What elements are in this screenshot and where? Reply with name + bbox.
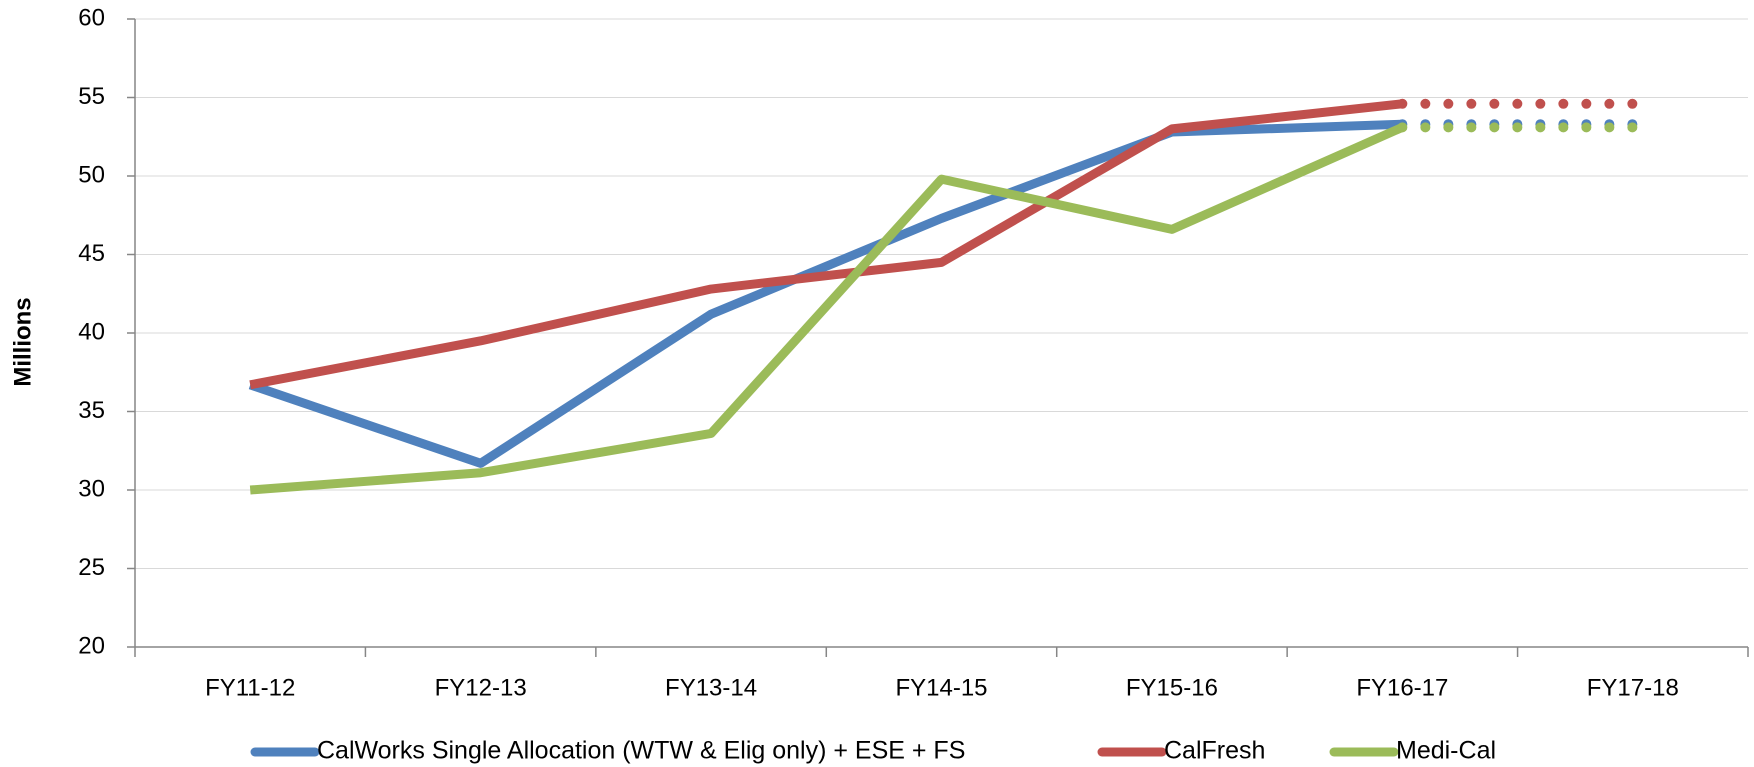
y-tick-label: 35	[78, 397, 105, 424]
legend-label: CalFresh	[1164, 737, 1265, 765]
x-tick-label: FY17-18	[1587, 674, 1679, 701]
x-tick-label: FY13-14	[665, 674, 757, 701]
y-tick-label: 40	[78, 318, 105, 345]
series-line	[248, 119, 1403, 468]
y-tick-label: 45	[78, 240, 105, 267]
y-tick-label: 50	[78, 161, 105, 188]
y-axis-label: Millions	[9, 297, 36, 386]
legend-label: CalWorks Single Allocation (WTW & Elig o…	[317, 737, 965, 765]
y-tick-label: 20	[78, 632, 105, 659]
y-tick-label: 30	[78, 475, 105, 502]
x-tick-label: FY11-12	[205, 674, 295, 701]
y-tick-label: 55	[78, 83, 105, 110]
x-tick-label: FY15-16	[1126, 674, 1218, 701]
legend-label: Medi-Cal	[1396, 737, 1496, 765]
y-tick-label: 60	[78, 4, 105, 31]
x-tick-label: FY14-15	[895, 674, 987, 701]
x-tick-label: FY12-13	[435, 674, 527, 701]
x-tick-label: FY16-17	[1356, 674, 1448, 701]
series-line	[249, 123, 1405, 495]
legend: CalWorks Single Allocation (WTW & Elig o…	[250, 737, 1496, 765]
series-line	[249, 99, 1403, 390]
y-tick-label: 25	[78, 554, 105, 581]
